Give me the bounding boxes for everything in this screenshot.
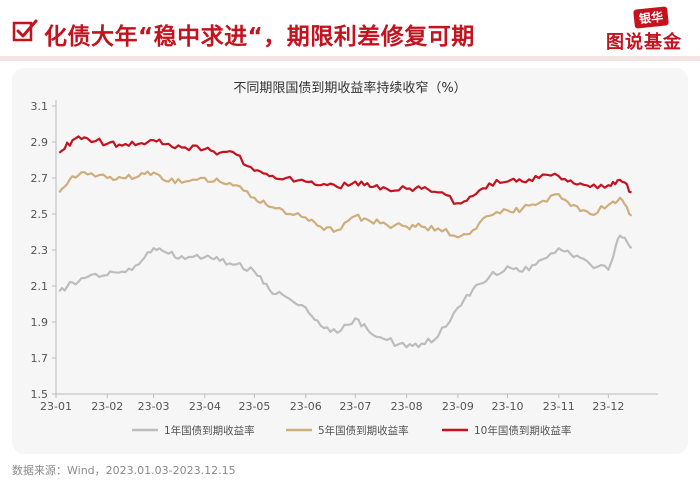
- yield-line-chart: 不同期限国债到期收益率持续收窄（%） 1.5 1.7 1.9 2.1 2.3 2.5 2.7…: [31, 80, 658, 437]
- page-title: 化债大年“稳中求进“，期限利差修复可期: [44, 24, 475, 50]
- x-tick-label: 23-05: [238, 400, 270, 413]
- legend-label-1: 1年国债到期收益率: [164, 424, 255, 437]
- x-tick-label: 23-06: [290, 400, 322, 413]
- x-tick-label: 23-08: [391, 400, 423, 413]
- y-tick-label: 2.3: [31, 244, 49, 257]
- x-tick-label: 23-02: [91, 400, 123, 413]
- chart-legend: 1年国债到期收益率 5年国债到期收益率 10年国债到期收益率: [132, 424, 571, 437]
- y-tick-label: 1.7: [31, 352, 49, 365]
- header-divider: [0, 56, 700, 61]
- y-tick-label: 3.1: [31, 100, 49, 113]
- y-tick-label: 2.5: [31, 208, 49, 221]
- legend-label-2: 5年国债到期收益率: [318, 424, 409, 437]
- x-tick-label: 23-12: [592, 400, 624, 413]
- x-tick-label: 23-01: [40, 400, 72, 413]
- brand-logo-top: 银华: [633, 6, 669, 29]
- series-line-2: [58, 170, 633, 239]
- legend-label-3: 10年国债到期收益率: [474, 424, 571, 437]
- series-line-3: [58, 135, 632, 205]
- chart-panel: 不同期限国债到期收益率持续收窄（%） 1.5 1.7 1.9 2.1 2.3 2.5 2.7…: [12, 68, 688, 454]
- series-line-1: [58, 234, 633, 349]
- x-tick-label: 23-10: [492, 400, 524, 413]
- x-tick-label: 23-03: [138, 400, 170, 413]
- checkbox-check-icon: [12, 19, 38, 42]
- y-tick-label: 2.1: [31, 280, 49, 293]
- y-tick-label: 2.9: [31, 136, 49, 149]
- x-tick-label: 23-04: [189, 400, 221, 413]
- y-tick-label: 2.7: [31, 172, 49, 185]
- brand-logo-main: 图说基金: [606, 32, 682, 53]
- x-tick-label: 23-11: [543, 400, 575, 413]
- chart-axes: 1.5 1.7 1.9 2.1 2.3 2.5 2.7 2.9 3.1 23-01 23-02 23-…: [31, 100, 658, 413]
- data-source-note: 数据来源：Wind，2023.01.03-2023.12.15: [12, 464, 236, 477]
- chart-series: [58, 135, 633, 349]
- x-tick-label: 23-09: [442, 400, 474, 413]
- brand-logo: 银华 图说基金: [606, 6, 696, 54]
- y-tick-label: 1.9: [31, 316, 49, 329]
- x-tick-label: 23-07: [339, 400, 371, 413]
- y-tick-label: 1.5: [31, 388, 49, 401]
- header: 化债大年“稳中求进“，期限利差修复可期 银华 图说基金: [0, 0, 700, 62]
- chart-title: 不同期限国债到期收益率持续收窄（%）: [233, 80, 466, 96]
